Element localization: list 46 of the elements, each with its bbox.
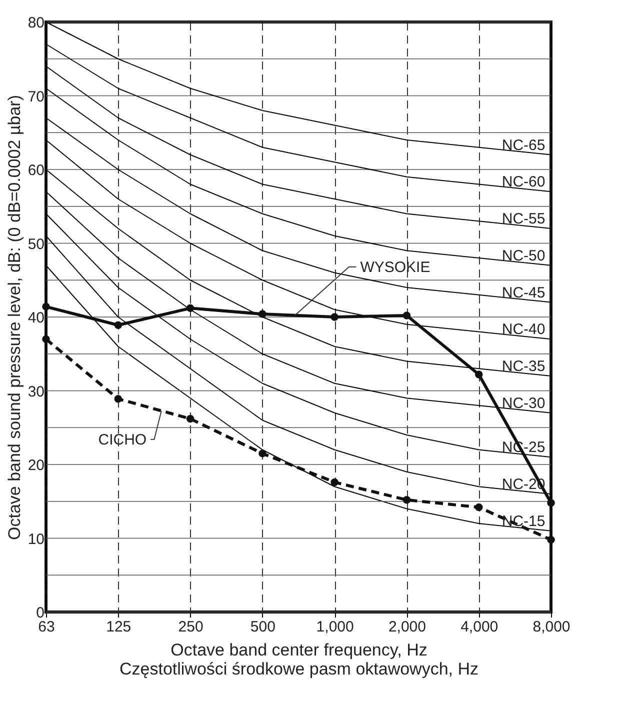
x-axis-title: Octave band center frequency, Hz bbox=[170, 640, 428, 660]
point bbox=[402, 312, 411, 320]
y-tick-label: 60 bbox=[28, 162, 44, 179]
x-tick-label: 125 bbox=[106, 618, 132, 636]
y-tick-label: 10 bbox=[28, 530, 44, 548]
point bbox=[114, 394, 122, 403]
point bbox=[474, 503, 483, 512]
y-tick-label: 50 bbox=[28, 236, 44, 253]
point bbox=[402, 496, 411, 504]
y-tick-label: 30 bbox=[28, 383, 44, 400]
point bbox=[258, 310, 266, 318]
point bbox=[330, 478, 338, 486]
y-axis-title: Octave band sound pressure level, dB: (0 dB=0.0002 µbar) bbox=[4, 95, 24, 540]
series-label: NC-55 bbox=[502, 210, 546, 228]
point bbox=[474, 370, 483, 378]
x-tick-label: 1,000 bbox=[316, 618, 354, 636]
series-label: CICHO bbox=[98, 431, 147, 448]
y-tick-label: 70 bbox=[28, 88, 44, 106]
x-tick-label: 8,000 bbox=[532, 618, 570, 636]
point bbox=[330, 313, 338, 321]
y-tick-label: 80 bbox=[28, 14, 44, 32]
y-tick-label: 40 bbox=[28, 310, 44, 326]
point bbox=[186, 304, 194, 312]
series-label: NC-45 bbox=[502, 284, 546, 302]
point bbox=[114, 321, 122, 329]
x-tick-label: 4,000 bbox=[460, 618, 498, 636]
point bbox=[547, 536, 555, 544]
point bbox=[258, 450, 266, 458]
point bbox=[42, 302, 50, 311]
x-tick-label: 250 bbox=[178, 618, 204, 636]
text: WYSOKIE bbox=[360, 258, 430, 276]
series-label: NC-65 bbox=[502, 136, 546, 154]
x-tick-label: 500 bbox=[250, 618, 276, 636]
series-label: NC-30 bbox=[502, 394, 546, 412]
series-label: NC-35 bbox=[502, 358, 546, 375]
x-tick-label: 2,000 bbox=[388, 618, 426, 636]
series-label: NC-40 bbox=[502, 321, 546, 338]
point bbox=[42, 335, 50, 343]
series-label: NC-50 bbox=[502, 247, 546, 264]
x-tick-label: 63 bbox=[38, 618, 55, 636]
series-label: NC-60 bbox=[502, 174, 546, 191]
y-tick-label: 20 bbox=[28, 457, 44, 474]
text: Częstotliwości środkowe pasm oktawowych, Hz bbox=[119, 660, 479, 678]
point bbox=[186, 414, 194, 423]
y-tick-label: 0 bbox=[36, 604, 44, 622]
point bbox=[547, 498, 555, 507]
